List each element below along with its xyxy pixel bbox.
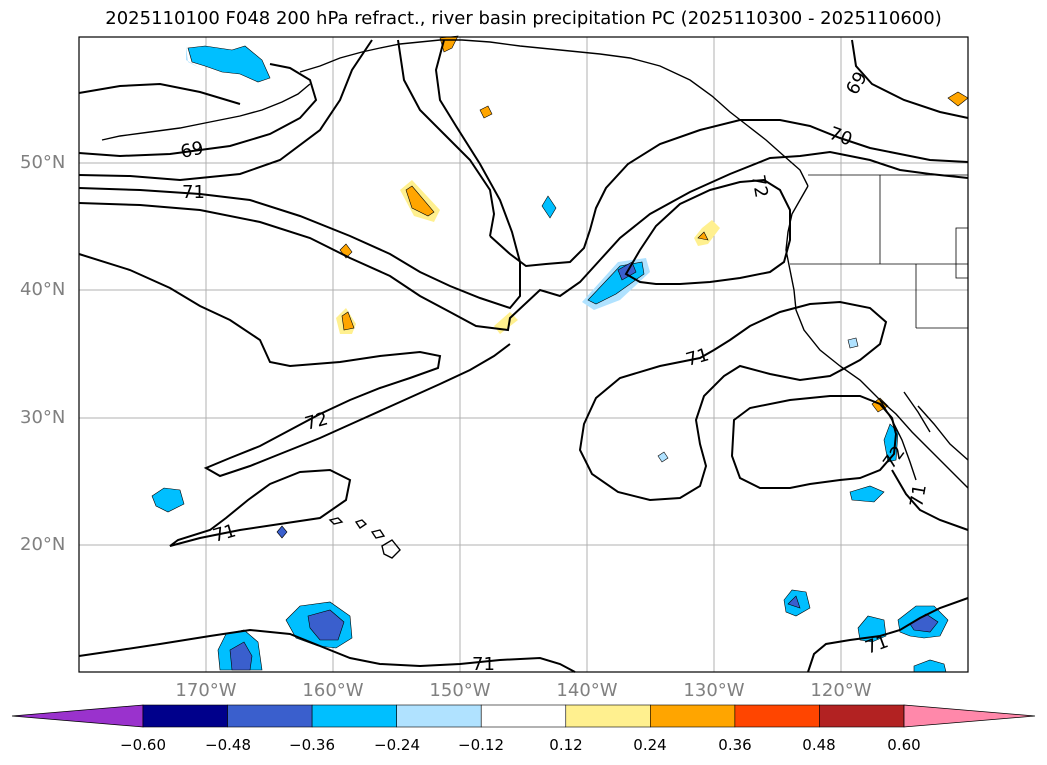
contour-71-coast bbox=[891, 469, 969, 531]
contour-72-coast bbox=[489, 119, 969, 268]
contour-label: 71 bbox=[472, 654, 495, 675]
anomaly-44n-orange-core bbox=[697, 231, 709, 241]
contour-label: 72 bbox=[303, 408, 331, 435]
colorbar-tick-label: −0.12 bbox=[458, 736, 504, 754]
coastline-aleutians bbox=[101, 83, 311, 141]
anomaly-47n-core bbox=[405, 185, 435, 217]
anomaly-15n-east-core bbox=[787, 595, 801, 609]
colorbar-extend-high bbox=[903, 704, 1036, 728]
contour-71-long bbox=[78, 150, 969, 332]
colorbar-tick-label: 0.48 bbox=[802, 736, 836, 754]
anomaly-44n-orange bbox=[694, 220, 720, 246]
map-frame bbox=[78, 36, 969, 673]
lon-label: 120°W bbox=[810, 680, 872, 701]
contour-69-east bbox=[851, 39, 969, 119]
lat-label: 50°N bbox=[20, 152, 66, 173]
colorbar-segment bbox=[227, 704, 313, 728]
lon-label: 160°W bbox=[302, 680, 364, 701]
colorbar-tick-label: −0.36 bbox=[289, 736, 335, 754]
coastline-alaska bbox=[299, 39, 809, 187]
state-borders bbox=[790, 174, 969, 329]
anomaly-36n-small bbox=[847, 337, 859, 349]
anomaly-21n-small bbox=[276, 525, 288, 539]
contour-72-central bbox=[78, 253, 511, 478]
anomaly-10n-se bbox=[913, 659, 947, 673]
colorbar bbox=[11, 704, 1036, 728]
lat-label: 30°N bbox=[20, 407, 66, 428]
precipitation-anomalies bbox=[151, 35, 969, 673]
island-hawaii-3 bbox=[370, 529, 386, 539]
refractivity-contours bbox=[78, 39, 969, 673]
colorbar-segment bbox=[734, 704, 820, 728]
lon-label: 130°W bbox=[683, 680, 745, 701]
anomaly-aleutian bbox=[187, 45, 271, 83]
lon-label: 170°W bbox=[175, 680, 237, 701]
contour-label: 72 bbox=[747, 173, 772, 199]
island-hawaii-2 bbox=[354, 519, 368, 529]
contour-71-central-south bbox=[578, 300, 888, 502]
colorbar-tick-label: 0.24 bbox=[633, 736, 667, 754]
colorbar-tick-label: 0.36 bbox=[718, 736, 752, 754]
gridlines bbox=[79, 37, 968, 672]
anomaly-55n-orange bbox=[947, 91, 969, 107]
lat-label: 40°N bbox=[20, 279, 66, 300]
contour-72-baja bbox=[730, 395, 898, 489]
chart-title: 2025110100 F048 200 hPa refract., river … bbox=[105, 8, 942, 29]
contour-71-bottom bbox=[78, 628, 576, 673]
colorbar-segment bbox=[142, 704, 228, 728]
map-panel: 69 69 70 71 71 71 71 71 71 72 72 72 bbox=[78, 35, 969, 675]
colorbar-segment bbox=[650, 704, 736, 728]
contour-label: 69 bbox=[842, 68, 872, 98]
contour-72-inner bbox=[624, 178, 791, 285]
island-hawaii-4 bbox=[381, 539, 401, 559]
anomaly-gulf-small bbox=[479, 105, 493, 119]
colorbar-tick-label: −0.48 bbox=[205, 736, 251, 754]
colorbar-segment bbox=[396, 704, 482, 728]
contour-label: 71 bbox=[211, 520, 239, 547]
contour-label: 69 bbox=[179, 138, 206, 163]
colorbar-segment bbox=[311, 704, 397, 728]
colorbar-tick-label: −0.24 bbox=[374, 736, 420, 754]
lat-label: 20°N bbox=[20, 534, 66, 555]
contour-label: 71 bbox=[182, 182, 205, 203]
colorbar-segment bbox=[565, 704, 651, 728]
anomaly-aleutian-light bbox=[186, 46, 200, 68]
lon-label: 140°W bbox=[556, 680, 618, 701]
colorbar-extend-low bbox=[11, 704, 144, 728]
colorbar-tick-label: 0.12 bbox=[549, 736, 583, 754]
contour-71-southeast bbox=[807, 597, 969, 673]
lon-label: 150°W bbox=[429, 680, 491, 701]
contour-gulf-trough bbox=[397, 39, 496, 237]
colorbar-segment bbox=[819, 704, 905, 728]
contour-label: 71 bbox=[684, 344, 712, 371]
colorbar-segment bbox=[480, 704, 567, 728]
contour-69-west bbox=[78, 63, 318, 158]
anomaly-12n-core bbox=[229, 641, 253, 671]
coastline-mexico bbox=[917, 405, 969, 461]
anomaly-46n-blue bbox=[541, 195, 557, 219]
colorbar-tick-label: 0.60 bbox=[887, 736, 921, 754]
anomaly-26n-small bbox=[657, 451, 669, 463]
anomaly-23n-blue bbox=[849, 485, 885, 503]
colorbar-tick-label: −0.60 bbox=[120, 736, 166, 754]
contour-label: 70 bbox=[826, 123, 855, 151]
anomaly-24n-west bbox=[151, 487, 185, 513]
contour-71-southwest bbox=[169, 468, 352, 547]
island-hawaii-1 bbox=[328, 517, 344, 525]
contour-71-north bbox=[78, 39, 373, 182]
contour-label: 71 bbox=[906, 483, 931, 509]
coastline-gulf-of-california bbox=[903, 391, 931, 433]
anomaly-38n-core bbox=[341, 311, 355, 331]
anomaly-14n-core bbox=[307, 609, 345, 641]
contour-71-outer bbox=[78, 39, 521, 310]
contour-69-outer bbox=[78, 82, 241, 105]
coastlines bbox=[101, 39, 969, 559]
coastline-bc bbox=[785, 185, 969, 489]
